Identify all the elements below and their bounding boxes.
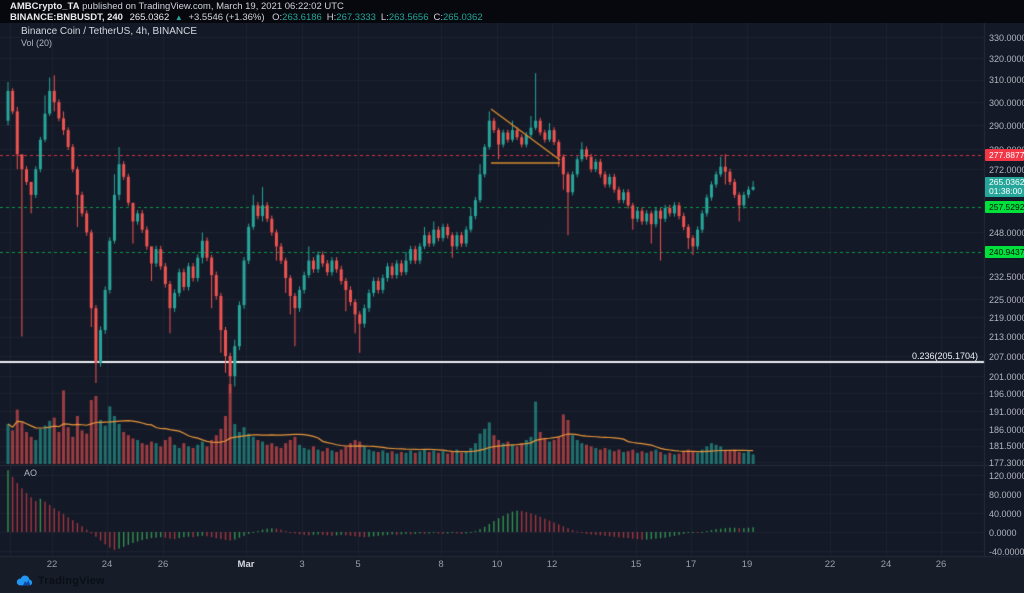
ao-axis-label: 40.0000 <box>989 508 1022 519</box>
price-axis-label: 290.0000 <box>989 120 1024 131</box>
price-axis-label: 219.0000 <box>989 312 1024 323</box>
price-axis-label: 186.0000 <box>989 424 1024 435</box>
time-axis-label: 24 <box>880 559 892 570</box>
price-axis-label: 232.5000 <box>989 272 1024 283</box>
ohlc-label: O: <box>272 12 283 23</box>
price-change: +3.5546 (+1.36%) <box>188 12 265 23</box>
ohlc-label: H: <box>326 12 337 23</box>
ao-axis-label: 0.0000 <box>989 527 1017 538</box>
ohlc-value: 267.3333 <box>336 12 376 23</box>
price-axis-label: 310.0000 <box>989 75 1024 86</box>
time-axis-label: 26 <box>157 559 169 570</box>
price-axis-label: 191.0000 <box>989 406 1024 417</box>
ao-axis-label: 80.0000 <box>989 489 1022 500</box>
price-axis-label: 330.0000 <box>989 32 1024 43</box>
price-axis-label: 177.3000 <box>989 457 1024 468</box>
symbol-interval: BINANCE:BNBUSDT, 240 <box>10 12 123 23</box>
cloud-icon <box>16 575 33 586</box>
time-axis-label: 12 <box>546 559 558 570</box>
time-axis-label: 8 <box>438 559 444 570</box>
publish-header: AMBCrypto_TA published on TradingView.co… <box>0 0 1024 23</box>
tradingview-logo-text: TradingView <box>38 575 105 587</box>
time-axis-label: 24 <box>101 559 113 570</box>
alert-price-value: 277.8877 <box>989 149 1024 160</box>
ohlc-value: 265.0362 <box>442 12 483 23</box>
time-axis-label: 17 <box>685 559 697 570</box>
price-axis-label: 213.0000 <box>989 332 1024 342</box>
time-axis-label: Mar <box>237 559 255 570</box>
fib-level-label: 0.236(205.1704) <box>911 351 978 362</box>
ohlc-values: O:263.6186 H:267.3333 L:263.5656 C:265.0362 <box>267 12 482 23</box>
last-price-value: 265.0362 <box>989 176 1024 187</box>
time-axis-label: 22 <box>46 559 58 570</box>
support-price-badge-2[interactable]: 240.9437 <box>985 246 1024 259</box>
publish-byline: AMBCrypto_TA published on TradingView.co… <box>10 1 1024 12</box>
up-arrow-icon: ▲ <box>174 13 183 22</box>
support-price-badge-1[interactable]: 257.5292 <box>985 200 1024 213</box>
price-axis-label: 272.0000 <box>989 164 1024 175</box>
ao-axis-label: -40.0000 <box>989 546 1024 557</box>
support-price-value-2: 240.9437 <box>989 247 1024 258</box>
price-axis-label: 225.0000 <box>989 294 1024 305</box>
price-axis-label: 207.0000 <box>989 351 1024 362</box>
ohlc-label: L: <box>380 12 389 23</box>
published-text: published on TradingView.com, March 19, … <box>82 1 344 12</box>
time-axis-label: 26 <box>935 559 947 570</box>
price-axis-label: 300.0000 <box>989 97 1024 108</box>
support-price-value-1: 257.5292 <box>989 201 1024 212</box>
price-axis-label: 320.0000 <box>989 53 1024 64</box>
last-price-badge[interactable]: 265.0362 01:38:00 <box>985 176 1024 197</box>
time-axis-label: 19 <box>741 559 753 570</box>
chart-legend[interactable]: Binance Coin / TetherUS, 4h, BINANCE <box>21 26 198 37</box>
price-axis-label: 181.5000 <box>989 441 1024 452</box>
time-axis-label: 22 <box>824 559 836 570</box>
time-axis-label: 3 <box>299 559 305 570</box>
author-name: AMBCrypto_TA <box>10 1 80 12</box>
bar-countdown: 01:38:00 <box>989 185 1023 196</box>
volume-indicator-legend[interactable]: Vol (20) <box>21 38 53 48</box>
time-axis-label: 10 <box>491 559 503 570</box>
time-axis-label: 5 <box>355 559 361 570</box>
price-axis-label: 196.0000 <box>989 388 1024 399</box>
symbol-ohlc-row: BINANCE:BNBUSDT, 240 265.0362 ▲ +3.5546 … <box>10 12 1024 23</box>
ohlc-value: 263.6186 <box>282 12 322 23</box>
ohlc-label: C: <box>433 12 443 23</box>
ao-axis-label: 120.0000 <box>989 470 1024 481</box>
price-axis-label: 248.0000 <box>989 227 1024 238</box>
time-axis-label: 15 <box>630 559 642 570</box>
tradingview-logo[interactable]: TradingView <box>16 575 105 587</box>
alert-price-badge-red[interactable]: 277.8877 <box>985 148 1024 161</box>
ao-indicator-legend[interactable]: AO <box>24 468 38 478</box>
price-axis-label: 201.0000 <box>989 371 1024 382</box>
ohlc-value: 263.5656 <box>388 12 429 23</box>
last-price: 265.0362 <box>129 12 170 23</box>
